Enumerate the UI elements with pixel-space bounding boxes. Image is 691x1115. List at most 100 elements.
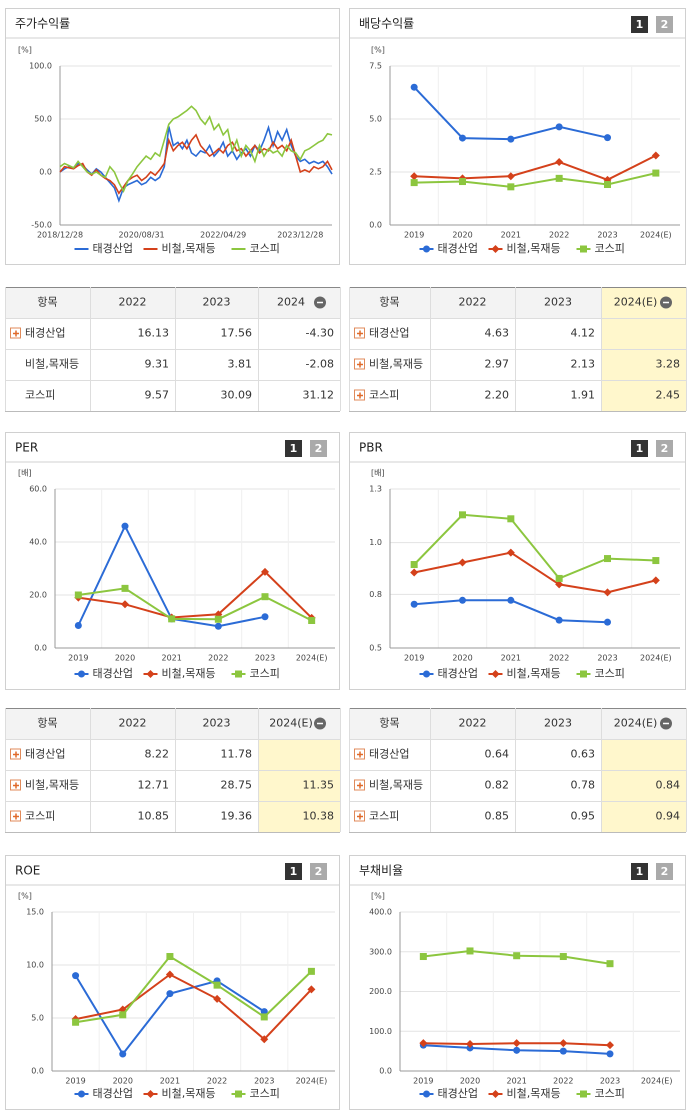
- panel: [5, 432, 340, 690]
- header-cell: 항목: [379, 296, 399, 309]
- value-cell: 0.78: [571, 779, 596, 792]
- value-cell: 4.63: [485, 327, 510, 340]
- row-label: 비철,목재등: [369, 779, 423, 792]
- column-highlight: [601, 318, 686, 411]
- point: [506, 172, 515, 181]
- legend-label: 비철,목재등: [507, 667, 561, 680]
- point: [165, 970, 174, 979]
- point: [74, 621, 82, 629]
- point: [261, 593, 269, 601]
- expand-plus[interactable]: [357, 813, 363, 820]
- tab-label[interactable]: 1: [636, 442, 644, 455]
- value-cell: -2.08: [306, 358, 334, 371]
- tab-label[interactable]: 1: [290, 865, 298, 878]
- row-label: 태경산업: [25, 748, 65, 761]
- x-tick-label: 2024(E): [296, 1077, 328, 1086]
- tab-button[interactable]: [631, 16, 648, 33]
- tab-label[interactable]: 2: [315, 865, 323, 878]
- legend-label: 태경산업: [93, 667, 133, 680]
- y-tick-label: 40.0: [29, 538, 47, 547]
- series-line: [59, 133, 333, 195]
- tab-button[interactable]: [656, 440, 673, 457]
- y-tick-label: 20.0: [29, 591, 47, 600]
- legend-marker: [423, 670, 430, 678]
- y-tick-label: 15.0: [26, 908, 44, 917]
- point: [555, 574, 563, 582]
- expand-plus[interactable]: [357, 782, 363, 789]
- point: [261, 567, 269, 576]
- tab-button[interactable]: [310, 863, 327, 880]
- x-tick-label: 2019: [68, 654, 88, 663]
- x-tick-label: 2022: [549, 231, 569, 240]
- tab-label[interactable]: 2: [315, 442, 323, 455]
- value-cell: 3.81: [228, 358, 253, 371]
- x-tick-label: 2020/08/31: [119, 231, 165, 240]
- x-tick-label: 2024(E): [640, 231, 672, 240]
- panel-title: ROE: [15, 864, 40, 878]
- row-label: 코스피: [25, 389, 55, 402]
- tab-button[interactable]: [285, 863, 302, 880]
- expand-plus[interactable]: [357, 392, 363, 399]
- row-label: 태경산업: [369, 748, 409, 761]
- expand-plus[interactable]: [13, 782, 19, 789]
- series-line: [413, 513, 656, 580]
- expand-plus[interactable]: [357, 751, 363, 758]
- legend-marker: [235, 1090, 242, 1098]
- point: [72, 1018, 80, 1026]
- legend-label: 코스피: [250, 1087, 280, 1100]
- row-label: 비철,목재등: [25, 779, 79, 792]
- header-cell: 2023: [544, 717, 572, 730]
- tab-label[interactable]: 1: [290, 442, 298, 455]
- point: [213, 994, 222, 1003]
- tab-button[interactable]: [631, 863, 648, 880]
- legend-marker: [423, 245, 430, 253]
- expand-plus[interactable]: [357, 330, 363, 337]
- legend-label: 코스피: [595, 242, 625, 255]
- axis-unit: [배]: [371, 469, 385, 478]
- value-cell: 0.94: [656, 810, 681, 823]
- tab-label[interactable]: 2: [661, 865, 669, 878]
- expand-plus[interactable]: [13, 751, 19, 758]
- tab-label[interactable]: 1: [636, 865, 644, 878]
- point: [214, 615, 222, 623]
- tab-label[interactable]: 2: [661, 18, 669, 31]
- header-cell: 항목: [37, 717, 57, 730]
- value-cell: 2.97: [485, 358, 510, 371]
- expand-plus[interactable]: [13, 813, 19, 820]
- tab-label[interactable]: 2: [661, 442, 669, 455]
- point: [507, 183, 515, 191]
- y-tick-label: 0.0: [379, 1067, 392, 1076]
- legend-label: 태경산업: [438, 242, 478, 255]
- point: [410, 568, 419, 577]
- x-tick-label: 2021: [506, 1077, 526, 1086]
- series-line: [75, 955, 313, 1024]
- tab-button[interactable]: [656, 863, 673, 880]
- y-tick-label: 0.0: [39, 168, 52, 177]
- expand-plus[interactable]: [13, 330, 19, 337]
- point: [261, 613, 269, 621]
- point: [213, 981, 221, 989]
- panel-title: 주가수익률: [15, 17, 70, 31]
- row-label: 코스피: [369, 810, 399, 823]
- header-cell: 2022: [119, 717, 147, 730]
- point: [652, 557, 660, 565]
- legend-marker: [78, 670, 85, 678]
- tab-label[interactable]: 1: [636, 18, 644, 31]
- y-tick-label: 2.5: [369, 168, 382, 177]
- value-cell: 17.56: [221, 327, 253, 340]
- tab-button[interactable]: [656, 16, 673, 33]
- panel-title: PBR: [359, 441, 383, 455]
- expand-plus[interactable]: [357, 361, 363, 368]
- tab-button[interactable]: [631, 440, 648, 457]
- x-tick-label: 2022/04/29: [200, 231, 246, 240]
- tab-button[interactable]: [285, 440, 302, 457]
- x-tick-label: 2021: [160, 1077, 180, 1086]
- point: [119, 1050, 127, 1058]
- point: [559, 953, 567, 961]
- table-header-bg: [349, 708, 686, 739]
- point: [603, 588, 612, 597]
- x-tick-label: 2023: [254, 1077, 274, 1086]
- point: [459, 511, 466, 519]
- series-line: [59, 105, 333, 193]
- tab-button[interactable]: [310, 440, 327, 457]
